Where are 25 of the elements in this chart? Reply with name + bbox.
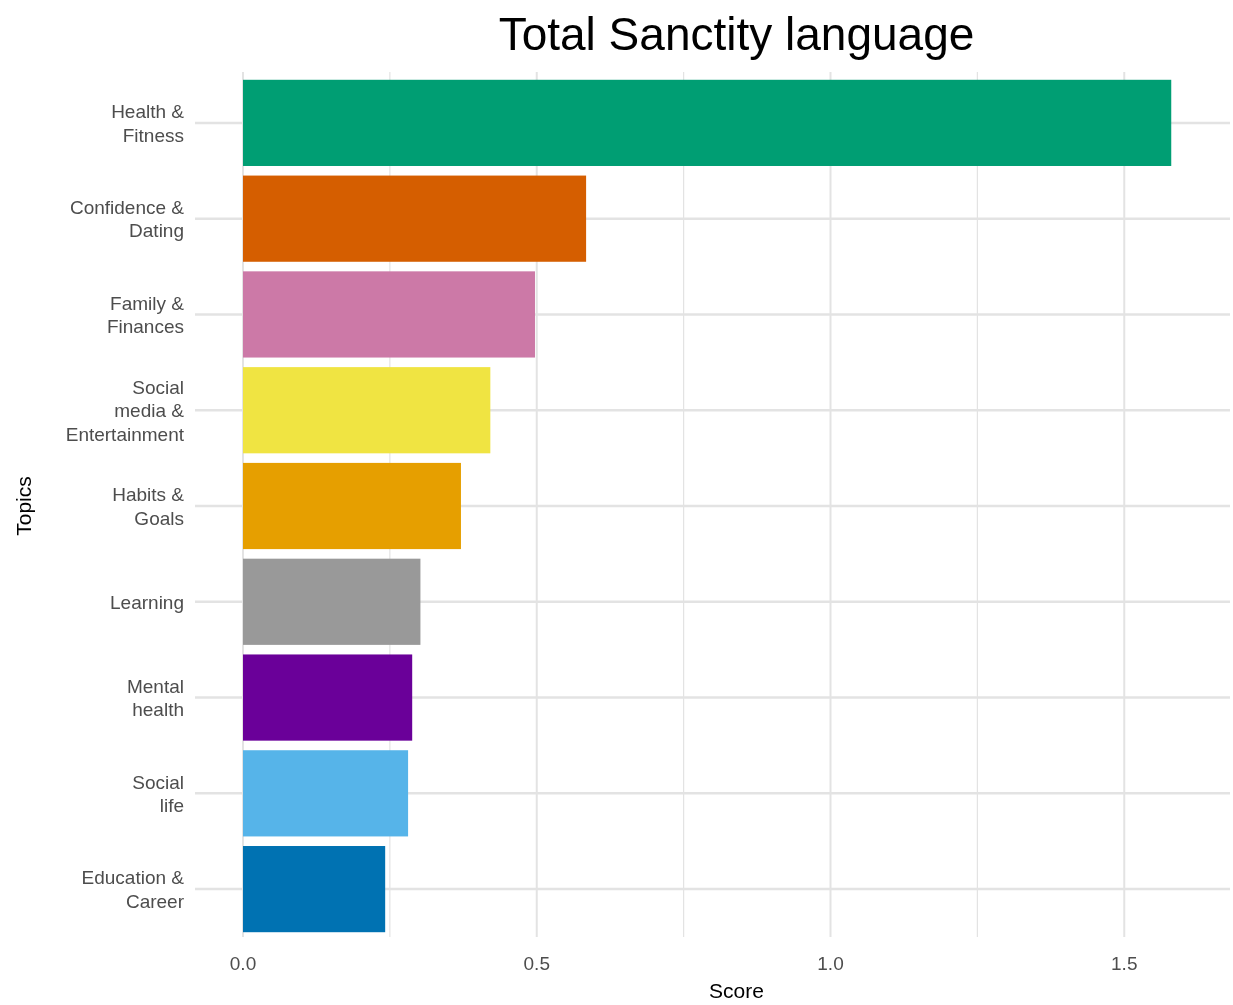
y-tick-label: Social media & Entertainment — [65, 376, 185, 445]
y-tick-label: Confidence & Dating — [69, 196, 185, 242]
bar — [243, 271, 535, 358]
bar — [243, 654, 413, 741]
y-tick-label: Habits & Goals — [112, 484, 185, 529]
y-axis-title: Topics — [12, 476, 35, 536]
y-tick-label: Education & Career — [81, 867, 185, 912]
y-tick-label: Social life — [132, 771, 184, 817]
bar — [243, 558, 421, 645]
y-tick-label: Health & Fitness — [111, 101, 185, 146]
x-tick-label: 1.5 — [1111, 953, 1138, 974]
bar — [243, 750, 409, 837]
x-tick-label: 1.0 — [817, 953, 844, 974]
x-axis-title: Score — [709, 979, 764, 1002]
y-tick-label: Family & Finances — [106, 292, 185, 338]
bar — [243, 846, 386, 933]
x-tick-label: 0.5 — [523, 953, 550, 974]
bar — [243, 79, 1172, 166]
y-tick-label: Mental health — [126, 675, 184, 721]
bar — [243, 367, 491, 454]
x-tick-label: 0.0 — [229, 953, 257, 974]
bar — [243, 175, 587, 262]
y-tick-label: Learning — [110, 591, 184, 613]
chart-title: Total Sanctity language — [498, 8, 975, 60]
bar — [243, 462, 461, 550]
